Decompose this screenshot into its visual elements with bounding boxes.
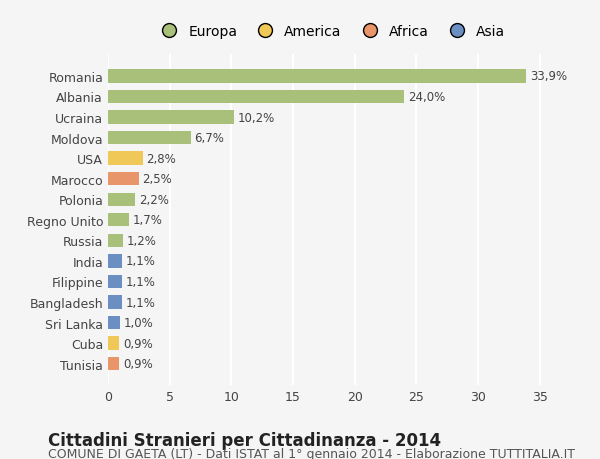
Bar [108, 132, 191, 145]
Bar [108, 152, 143, 165]
Text: 10,2%: 10,2% [238, 111, 275, 124]
Bar [108, 337, 119, 350]
Text: 33,9%: 33,9% [530, 70, 567, 83]
Text: 0,9%: 0,9% [123, 337, 152, 350]
Text: 1,1%: 1,1% [125, 296, 155, 309]
Text: 2,8%: 2,8% [146, 152, 176, 165]
Text: 1,1%: 1,1% [125, 275, 155, 288]
Text: 1,2%: 1,2% [127, 235, 157, 247]
Text: 2,2%: 2,2% [139, 193, 169, 206]
Text: 2,5%: 2,5% [143, 173, 172, 186]
Bar [108, 234, 123, 247]
Text: 1,1%: 1,1% [125, 255, 155, 268]
Text: 1,0%: 1,0% [124, 316, 154, 330]
Bar [108, 70, 526, 84]
Text: 6,7%: 6,7% [194, 132, 224, 145]
Legend: Europa, America, Africa, Asia: Europa, America, Africa, Asia [149, 19, 511, 44]
Bar [108, 90, 404, 104]
Bar [108, 275, 122, 289]
Bar [108, 213, 129, 227]
Text: Cittadini Stranieri per Cittadinanza - 2014: Cittadini Stranieri per Cittadinanza - 2… [48, 431, 441, 449]
Bar [108, 316, 121, 330]
Bar [108, 111, 234, 124]
Bar [108, 173, 139, 186]
Text: 1,7%: 1,7% [133, 214, 163, 227]
Text: 24,0%: 24,0% [408, 91, 445, 104]
Text: COMUNE DI GAETA (LT) - Dati ISTAT al 1° gennaio 2014 - Elaborazione TUTTITALIA.I: COMUNE DI GAETA (LT) - Dati ISTAT al 1° … [48, 448, 575, 459]
Bar [108, 255, 122, 268]
Text: 0,9%: 0,9% [123, 358, 152, 370]
Bar [108, 193, 135, 207]
Bar [108, 296, 122, 309]
Bar [108, 357, 119, 370]
